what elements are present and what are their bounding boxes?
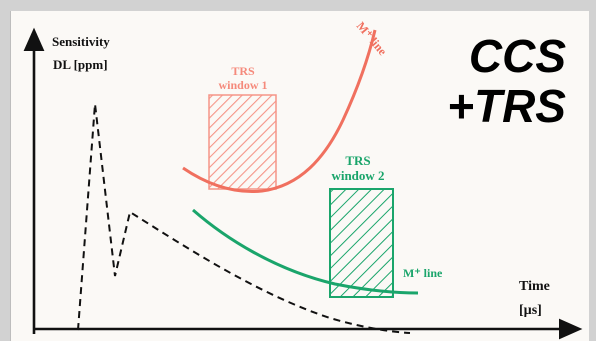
y-axis-label-line2: DL [ppm] (53, 57, 108, 72)
trs-window-2-label-line1: TRS (345, 153, 370, 168)
title-ccs: CCS (469, 30, 566, 82)
x-axis-label-line2: [µs] (519, 303, 542, 318)
dashed-signal-curve (77, 103, 411, 334)
trs-window-2-region (329, 188, 394, 298)
green-curve-label: M⁺ line (403, 266, 443, 280)
green-m-line-curve (192, 208, 419, 295)
trs-window-1-region (208, 94, 277, 190)
red-m-line-curve (182, 29, 377, 193)
x-axis-label-line1: Time (519, 279, 550, 294)
trs-window-1-label-line2: window 1 (218, 78, 267, 92)
trs-window-2-label-line2: window 2 (331, 168, 384, 183)
y-axis-label-line1: Sensitivity (52, 34, 110, 49)
title-trs: +TRS (447, 80, 566, 132)
trs-window-1-label-line1: TRS (231, 64, 255, 78)
red-curve-label: M⁺ line (354, 19, 390, 59)
